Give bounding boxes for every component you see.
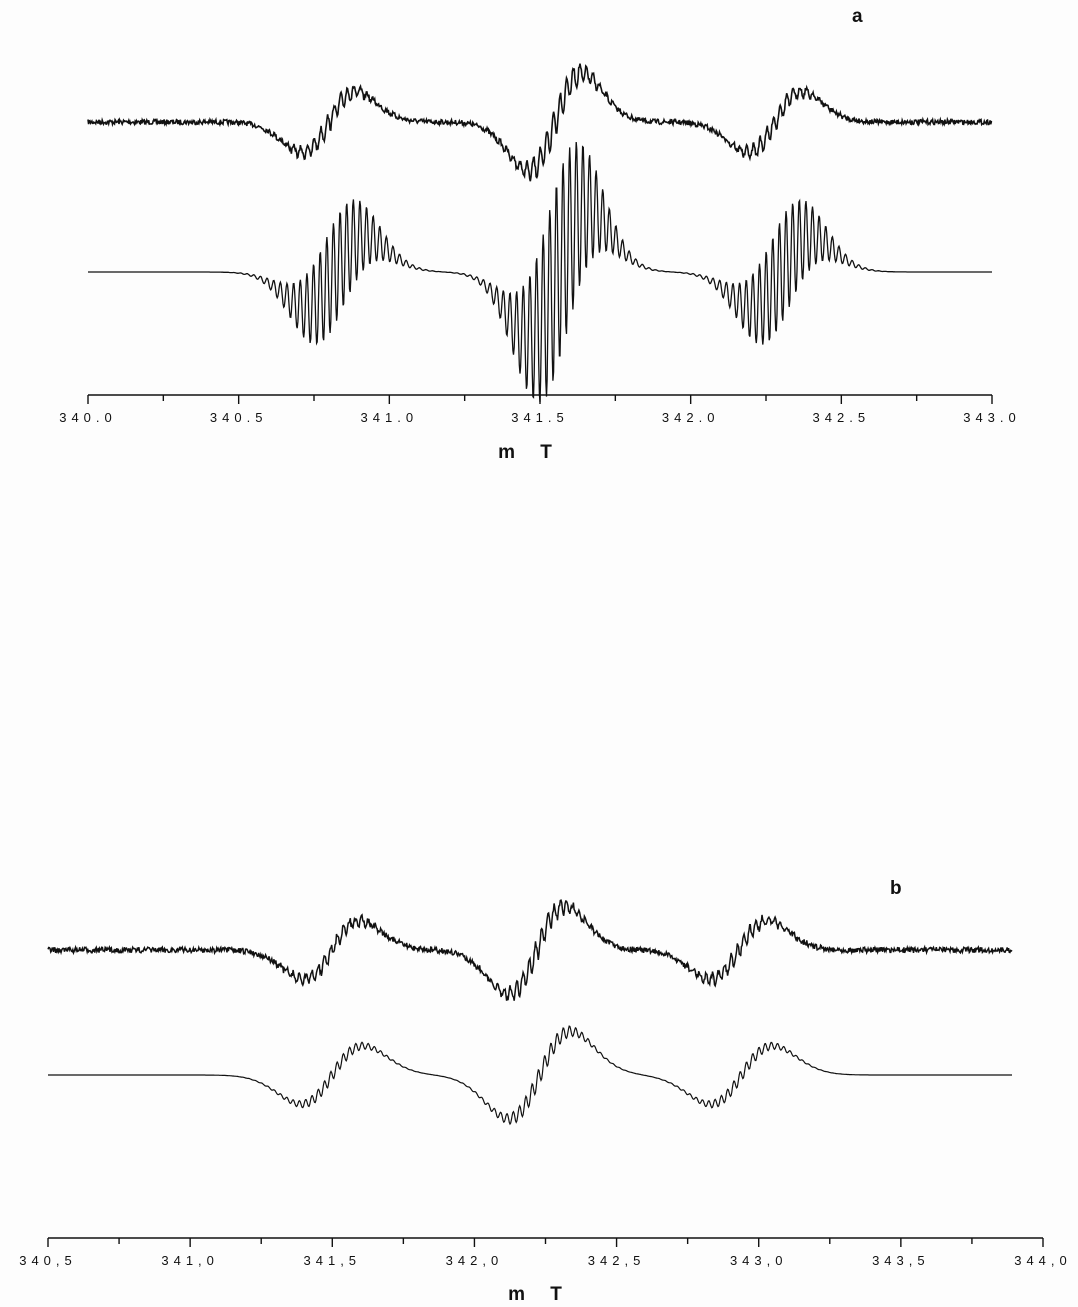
panel-a-simulated-trace bbox=[88, 141, 992, 403]
tick-label: 341,5 bbox=[304, 1253, 362, 1268]
tick-label: 340.5 bbox=[210, 410, 268, 425]
tick-label: 340.0 bbox=[59, 410, 117, 425]
tick-label: 341.0 bbox=[361, 410, 419, 425]
panel-b-label: b bbox=[890, 878, 902, 899]
tick-label: 343.0 bbox=[963, 410, 1021, 425]
panel-a-ticks: 340.0 340.5 341.0 341.5 342.0 342.5 343.0 bbox=[59, 395, 1021, 425]
panel-a-experimental-trace bbox=[87, 63, 993, 182]
tick-label: 342.0 bbox=[662, 410, 720, 425]
panel-a-label: a bbox=[852, 6, 863, 27]
tick-label: 340,5 bbox=[19, 1253, 77, 1268]
tick-label: 343,0 bbox=[730, 1253, 788, 1268]
tick-label: 344,0 bbox=[1014, 1253, 1072, 1268]
tick-label: 342,5 bbox=[588, 1253, 646, 1268]
tick-label: 341.5 bbox=[511, 410, 569, 425]
tick-label: 341,0 bbox=[161, 1253, 219, 1268]
panel-b: b 340,5 341,0 341,5 342,0 342,5 343,0 343,5 344… bbox=[19, 878, 1072, 1305]
panel-b-ticks: 340,5 341,0 341,5 342,0 342,5 343,0 343,5 344,0 bbox=[19, 1238, 1072, 1268]
tick-label: 342.5 bbox=[813, 410, 871, 425]
panel-a-x-axis-label: m T bbox=[498, 442, 562, 463]
panel-b-x-axis-label: m T bbox=[508, 1284, 572, 1305]
panel-b-experimental-trace bbox=[47, 899, 1013, 1001]
tick-label: 343,5 bbox=[872, 1253, 930, 1268]
tick-label: 342,0 bbox=[446, 1253, 504, 1268]
panel-b-simulated-trace bbox=[48, 1025, 1012, 1126]
panel-a: a 340.0 340.5 341.0 341.5 342.0 342.5 343.0 m … bbox=[59, 6, 1021, 463]
